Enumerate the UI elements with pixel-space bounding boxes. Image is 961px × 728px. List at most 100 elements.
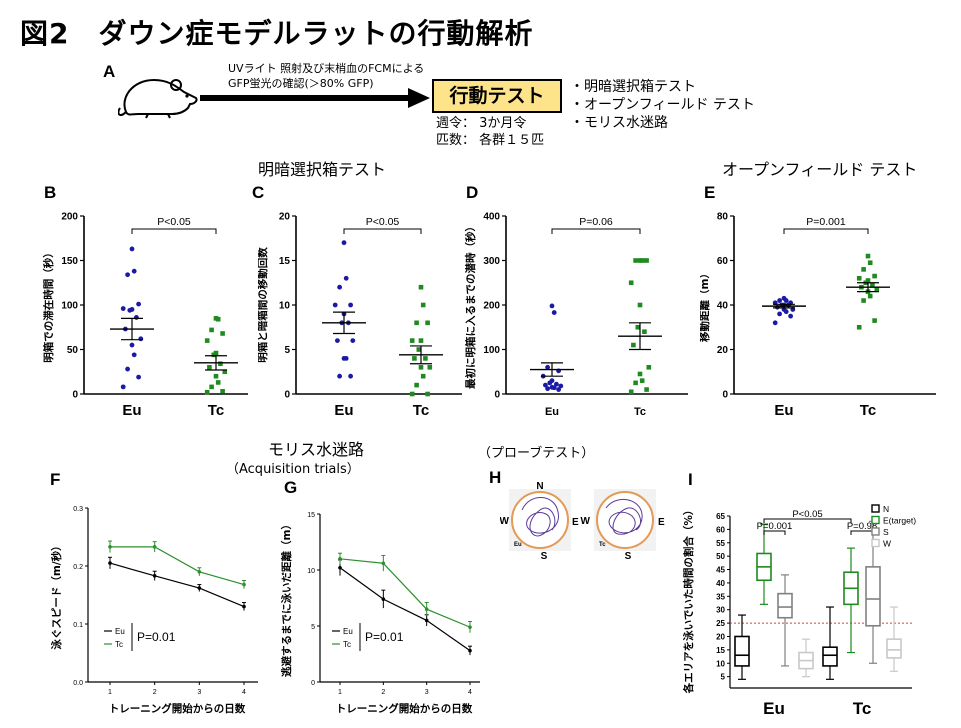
compass-w: W (581, 516, 591, 527)
tc-data-point (639, 258, 645, 263)
legend-label: S (883, 527, 889, 537)
chart-f: 0.0 0.1 0.2 0.3 1 2 3 4 泳ぐスピード（m/秒） トレーニング開始からの日数… (50, 506, 258, 715)
legend-swatch (871, 538, 880, 548)
p-value-label: P<0.05 (792, 509, 822, 520)
p-value-label: P=0.06 (579, 216, 613, 228)
tc-data-point (412, 356, 417, 361)
box-iqr (734, 635, 750, 667)
eu-data-point (129, 342, 135, 348)
pool-group-label: Eu (514, 542, 522, 548)
y-tick-label: 15 (716, 646, 725, 655)
y-tick-label: 0 (722, 390, 728, 401)
y-tick-label: 20 (279, 212, 291, 223)
significance-bracket (343, 228, 422, 234)
significance-bracket (783, 228, 869, 234)
eu-data-point (335, 338, 340, 343)
tc-data-point (414, 320, 419, 326)
tc-data-point (872, 318, 877, 323)
data-point (338, 557, 342, 561)
box-iqr (886, 638, 902, 659)
tc-data-point (427, 365, 433, 370)
eu-series-line (109, 562, 245, 608)
swim-path (605, 499, 643, 535)
legend-swatch (871, 515, 880, 525)
x-tick-label: 1 (108, 689, 112, 696)
significance-bracket (763, 530, 786, 535)
tc-data-point (644, 258, 649, 263)
chart-g: 0 5 10 15 1 2 3 4 逃避するまでに泳いだ距離（m） トレーニング開始からの日数 Eu… (280, 512, 480, 715)
p-value-label: P=0.001 (806, 216, 846, 228)
x-tick-label: 3 (197, 689, 201, 696)
y-axis-label: 逃避するまでに泳いだ距離（m） (280, 519, 293, 677)
tc-data-point (639, 378, 645, 383)
data-point (242, 604, 246, 609)
tc-data-point (628, 389, 634, 395)
compass-n: N (536, 481, 543, 492)
panel-label-f: F (50, 470, 61, 489)
tc-data-point (867, 260, 873, 266)
p-value-label: P=0.01 (137, 630, 176, 644)
eu-data-point (783, 309, 789, 315)
chart-b: 0 50 100 150 200 明箱での滞在時間（秒） Eu Tc P<0.05 (42, 212, 248, 419)
eu-data-point (343, 356, 349, 361)
y-tick-label: 0 (494, 390, 500, 401)
tc-data-point (220, 389, 225, 394)
data-point (108, 561, 112, 565)
x-tick-label: 3 (425, 689, 429, 696)
y-axis-label: 明箱での滞在時間（秒） (42, 247, 55, 363)
y-axis-label: 各エリアを泳いでいた時間の割合（%） (682, 505, 695, 695)
tc-data-point (418, 338, 424, 343)
y-tick-label: 20 (716, 632, 725, 641)
tc-data-point (870, 282, 875, 288)
p-value-label: P<0.05 (157, 216, 191, 228)
panel-label-e: E (704, 183, 716, 202)
tc-data-point (416, 347, 422, 352)
category-label: Tc (208, 402, 224, 419)
y-axis-label: 移動距離（m） (700, 268, 711, 342)
eu-data-point (549, 303, 555, 309)
test-item: モリス水迷路 (570, 114, 755, 132)
y-axis-label: 泳ぐスピード（m/秒） (50, 540, 63, 649)
eu-data-point (120, 384, 126, 390)
y-tick-label: 0.1 (73, 622, 83, 629)
y-tick-label: 35 (716, 592, 725, 601)
y-tick-label: 150 (61, 256, 78, 267)
tc-data-point (633, 258, 638, 263)
eu-data-point (543, 382, 548, 388)
eu-series-line (339, 567, 471, 652)
data-point (152, 574, 157, 578)
section-title-open-field: オープンフィールド テスト (722, 160, 918, 179)
eu-data-point (348, 373, 353, 379)
data-point (468, 625, 472, 629)
tc-data-point (204, 338, 210, 343)
y-tick-label: 10 (716, 659, 725, 668)
y-tick-label: 80 (717, 212, 729, 223)
eu-data-point (125, 366, 130, 372)
y-axis-label: 最初に明箱に入るまでの潜時（秒） (464, 221, 477, 389)
section-subtitle-acq: （Acquisition trials） (226, 462, 360, 477)
section-title-morris: モリス水迷路 (268, 440, 365, 459)
y-axis-label: 明箱と暗箱間の移動回数 (258, 247, 269, 363)
x-axis-label: トレーニング開始からの日数 (336, 702, 473, 715)
y-tick-label: 100 (483, 345, 500, 356)
tc-data-point (631, 342, 636, 348)
y-tick-label: 5 (721, 673, 726, 682)
eu-data-point (556, 387, 561, 392)
significance-bracket (763, 518, 852, 523)
eu-data-point (138, 336, 144, 342)
p-value-label: P=0.001 (757, 521, 793, 532)
eu-data-point (783, 298, 789, 303)
x-tick-label: 4 (468, 689, 472, 696)
y-tick-label: 0.3 (73, 506, 83, 513)
tc-data-point (418, 284, 424, 290)
box-iqr (777, 592, 793, 619)
y-tick-label: 55 (716, 539, 725, 548)
tc-data-point (420, 302, 426, 308)
y-tick-label: 200 (483, 301, 500, 312)
y-tick-label: 0 (311, 680, 315, 687)
data-point (242, 582, 246, 587)
y-tick-label: 200 (61, 212, 78, 223)
arrow-caption-2: GFP蛍光の確認(＞80% GFP) (228, 77, 374, 90)
swim-path (521, 497, 559, 537)
tc-data-point (872, 273, 877, 279)
